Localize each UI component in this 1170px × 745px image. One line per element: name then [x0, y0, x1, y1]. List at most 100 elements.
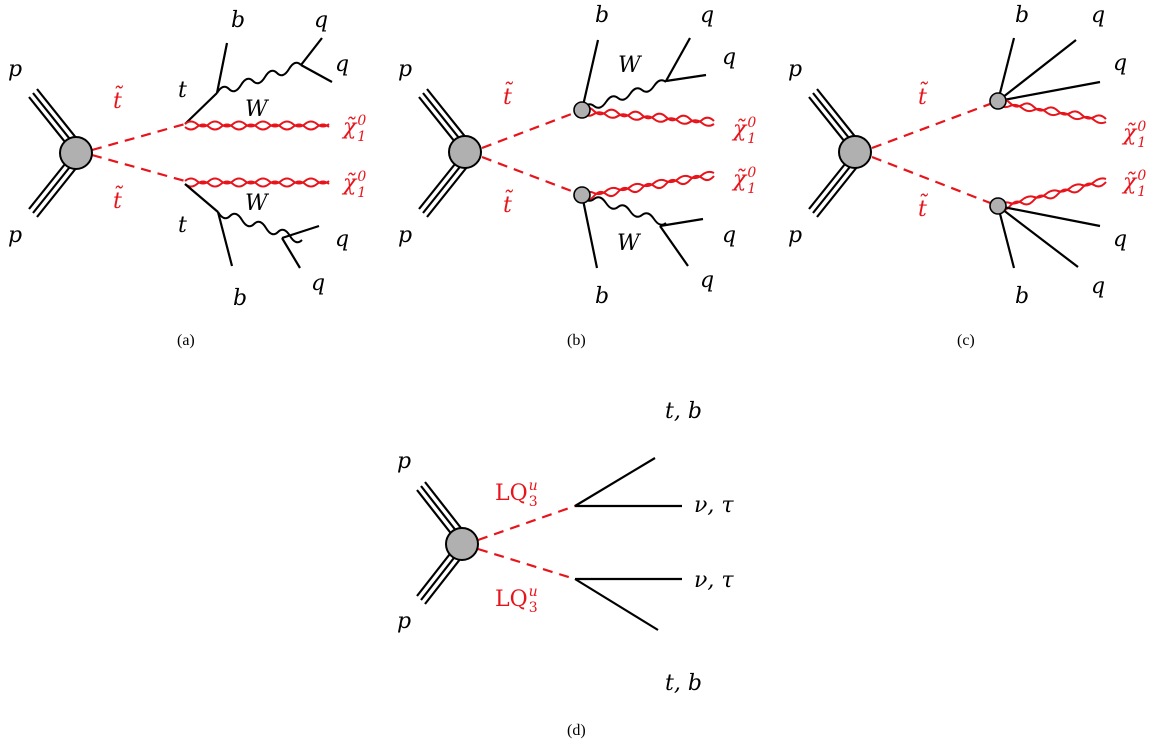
b-quark-line [996, 37, 1016, 102]
q-line [300, 64, 333, 83]
stop-label: t̃ [113, 84, 124, 114]
q-line [659, 217, 704, 228]
proton-lines-bottom [418, 158, 468, 218]
proton-lines-bottom [808, 158, 858, 218]
b-label: b [1015, 284, 1029, 309]
tb-line [574, 457, 656, 507]
q-label: q [1091, 274, 1105, 299]
lq-line-bottom [477, 547, 576, 581]
production-blob [448, 135, 482, 169]
q-line [997, 39, 1077, 102]
lq-sub: 3 [529, 494, 538, 510]
tb-label: t, b [665, 671, 702, 696]
top-quark-line [184, 92, 218, 125]
caption-a: (a) [177, 332, 195, 349]
b-label: b [595, 284, 609, 309]
q-label: q [335, 52, 349, 77]
w-label: W [245, 191, 270, 216]
production-blob [838, 135, 872, 169]
neutralino-symbol: χ̃ [1121, 170, 1138, 195]
stop-line-top [871, 99, 999, 150]
neutralino-line [581, 170, 715, 196]
top-label: t [178, 78, 187, 103]
proton-label: p [8, 223, 22, 248]
tb-label: t, b [665, 399, 702, 424]
lq-sup: u [529, 478, 538, 494]
proton-label: p [397, 449, 411, 474]
b-label: b [233, 286, 247, 311]
stop-line-bottom [871, 155, 999, 208]
caption-b: (b) [567, 332, 586, 349]
neutralino-line [184, 177, 330, 185]
q-line [997, 204, 1101, 228]
proton-lines-bottom [416, 549, 462, 605]
neutralino-symbol: χ̃ [731, 117, 748, 142]
decay-vertex [573, 186, 591, 204]
stop-label: t̃ [503, 188, 514, 218]
neutralino-line [997, 98, 1107, 120]
w-label: W [245, 97, 270, 122]
decay-vertex [989, 197, 1007, 215]
neutralino-symbol: χ̃ [341, 171, 358, 196]
diagram-c: p p t̃ t̃ b b q q q q χ̃0 1 χ̃0 1 (c) [788, 3, 1146, 349]
top-label: t [178, 213, 187, 238]
stop-label: t̃ [113, 184, 124, 214]
neutralino-sub: 1 [357, 185, 366, 201]
neutralino-sup: 0 [357, 113, 366, 129]
b-quark-line [216, 211, 234, 267]
nutau-label: ν, τ [694, 493, 734, 518]
stop-line-top [481, 108, 583, 150]
q-line [300, 37, 323, 66]
caption-c: (c) [957, 332, 975, 349]
neutralino-sub: 1 [747, 181, 756, 197]
q-label: q [314, 8, 328, 33]
diagram-b: p p t̃ t̃ b b W W q q q q χ̃0 1 χ̃0 1 (b) [398, 3, 756, 349]
neutralino-label: χ̃0 1 [731, 165, 756, 197]
neutralino-sub: 1 [357, 129, 366, 145]
proton-label: p [398, 57, 412, 82]
proton-label: p [788, 57, 802, 82]
q-label: q [311, 271, 325, 296]
b-quark-line [215, 42, 229, 94]
top-quark-line [184, 183, 219, 213]
proton-lines-top [418, 88, 468, 148]
production-blob [445, 527, 479, 561]
w-boson-line [581, 79, 667, 111]
b-label: b [595, 3, 609, 28]
stop-line-top [91, 122, 186, 152]
proton-lines-top [28, 88, 78, 148]
q-label: q [1113, 227, 1127, 252]
q-line [281, 237, 301, 269]
b-quark-line [580, 194, 599, 269]
decay-vertex [989, 92, 1007, 110]
proton-lines-top [808, 88, 858, 148]
lq-sub: 3 [529, 600, 538, 616]
q-label: q [700, 3, 714, 28]
b-quark-line [996, 205, 1016, 269]
stop-label: t̃ [918, 80, 929, 110]
diagram-a: p p t̃ t̃ t t b b W W q q q q χ̃0 1 χ̃0 1 … [8, 8, 366, 349]
w-boson-line [216, 61, 302, 94]
neutralino-sup: 0 [1137, 119, 1146, 135]
w-boson-line [217, 211, 303, 244]
neutralino-sub: 1 [1137, 184, 1146, 200]
q-label: q [722, 45, 736, 70]
caption-d: (d) [567, 722, 586, 739]
stop-line-bottom [91, 153, 186, 183]
neutralino-sup: 0 [1137, 168, 1146, 184]
neutralino-symbol: χ̃ [1121, 121, 1138, 146]
neutralino-sup: 0 [747, 115, 756, 131]
q-label: q [1091, 3, 1105, 28]
neutralino-symbol: χ̃ [341, 115, 358, 140]
q-line [281, 224, 320, 240]
lq-symbol: LQ [495, 481, 528, 506]
neutralino-sub: 1 [1137, 135, 1146, 151]
stop-line-bottom [481, 155, 583, 197]
q-line [997, 80, 1101, 103]
q-line [665, 73, 707, 83]
b-quark-line [580, 39, 600, 111]
b-label: b [1015, 3, 1029, 28]
lq-label: LQu 3 [495, 584, 538, 616]
proton-label: p [8, 57, 22, 82]
stop-label: t̃ [918, 192, 929, 222]
